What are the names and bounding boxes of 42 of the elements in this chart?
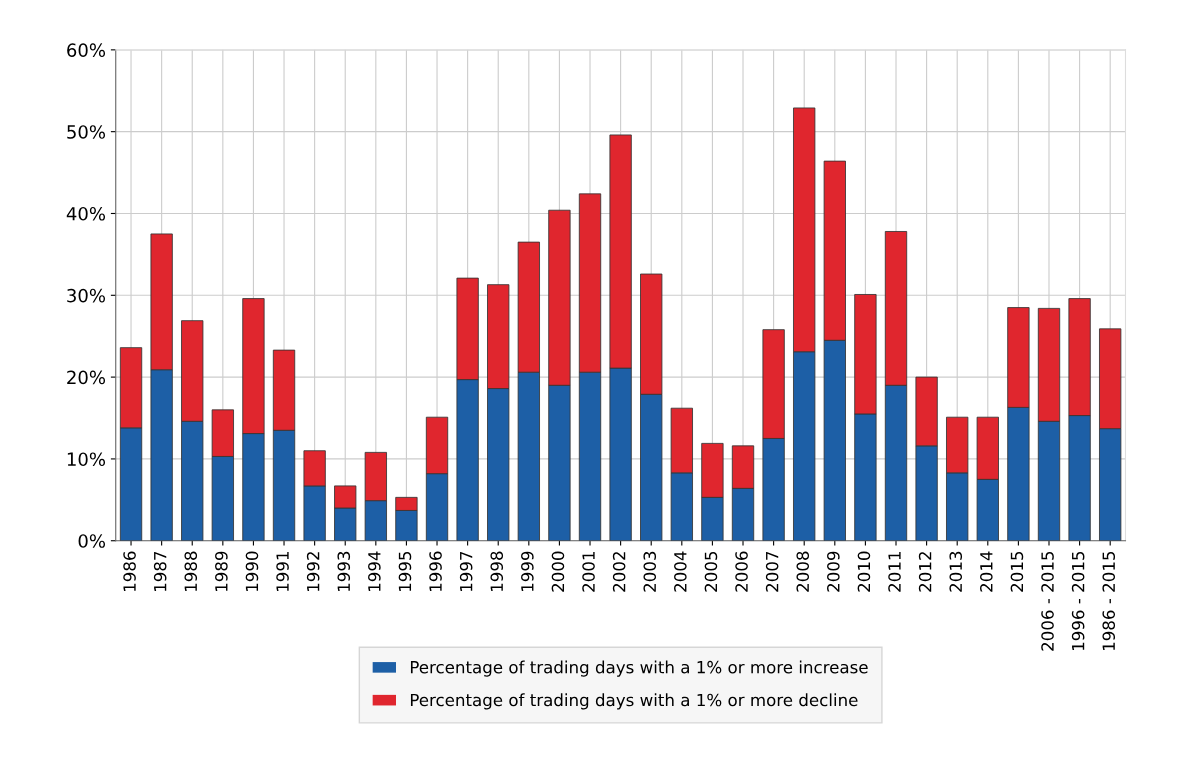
x-tick-label: 2012 [918, 552, 932, 592]
x-tick-label: 1997 [459, 551, 473, 592]
x-tick-label: 2002 [612, 552, 626, 592]
x-tick-label: 1991 [276, 552, 289, 592]
x-tick-label: 2009 [827, 551, 840, 592]
legend-label: Percentage of trading days with a 1% or more increase [410, 660, 868, 677]
x-tick-label: 2015 [1010, 551, 1024, 592]
x-tick-label: 2001 [582, 552, 595, 592]
x-tick-label: 2003 [643, 551, 657, 592]
y-tick-label: 0% [78, 534, 106, 548]
x-tick-label: 1988 [184, 551, 198, 592]
x-tick-label: 1987 [153, 551, 167, 592]
x-tick-label: 1996 [429, 551, 442, 592]
x-tick-label: 1986 [123, 551, 136, 592]
x-tick-label: 1992 [306, 552, 320, 592]
x-tick-label: 1990 [245, 551, 259, 592]
x-tick-label: 2007 [765, 551, 779, 592]
y-tick-label: 10% [67, 452, 106, 467]
y-tick-label: 50% [67, 125, 106, 139]
x-tick-label: 2011 [888, 552, 901, 592]
x-tick-label: 2010 [857, 551, 871, 592]
x-tick-label: 2005 [704, 551, 718, 592]
x-tick-label: 2004 [674, 551, 687, 592]
legend-label: Percentage of trading days with a 1% or more decline [410, 693, 858, 710]
x-tick-label: 2014 [980, 551, 993, 592]
x-tick-label: 1994 [368, 551, 381, 592]
y-tick-label: 30% [67, 288, 106, 303]
x-tick-label: 1993 [337, 551, 351, 592]
x-tick-label: 2006 - 2015 [1041, 551, 1054, 651]
y-tick-label: 60% [67, 43, 106, 57]
x-tick-label: 1998 [490, 551, 504, 592]
x-tick-label: 1995 [398, 551, 412, 592]
y-tick-label: 40% [66, 206, 106, 221]
x-tick-label: 2000 [551, 551, 565, 592]
x-tick-label: 1986 - 2015 [1102, 551, 1116, 651]
x-tick-label: 2013 [949, 551, 963, 592]
x-tick-label: 1999 [521, 551, 534, 592]
x-tick-label: 2008 [796, 551, 810, 592]
x-tick-label: 2006 [735, 551, 748, 592]
x-tick-label: 1996 - 2015 [1071, 551, 1085, 651]
y-tick-label: 20% [67, 370, 106, 385]
x-tick-label: 1989 [215, 551, 228, 592]
